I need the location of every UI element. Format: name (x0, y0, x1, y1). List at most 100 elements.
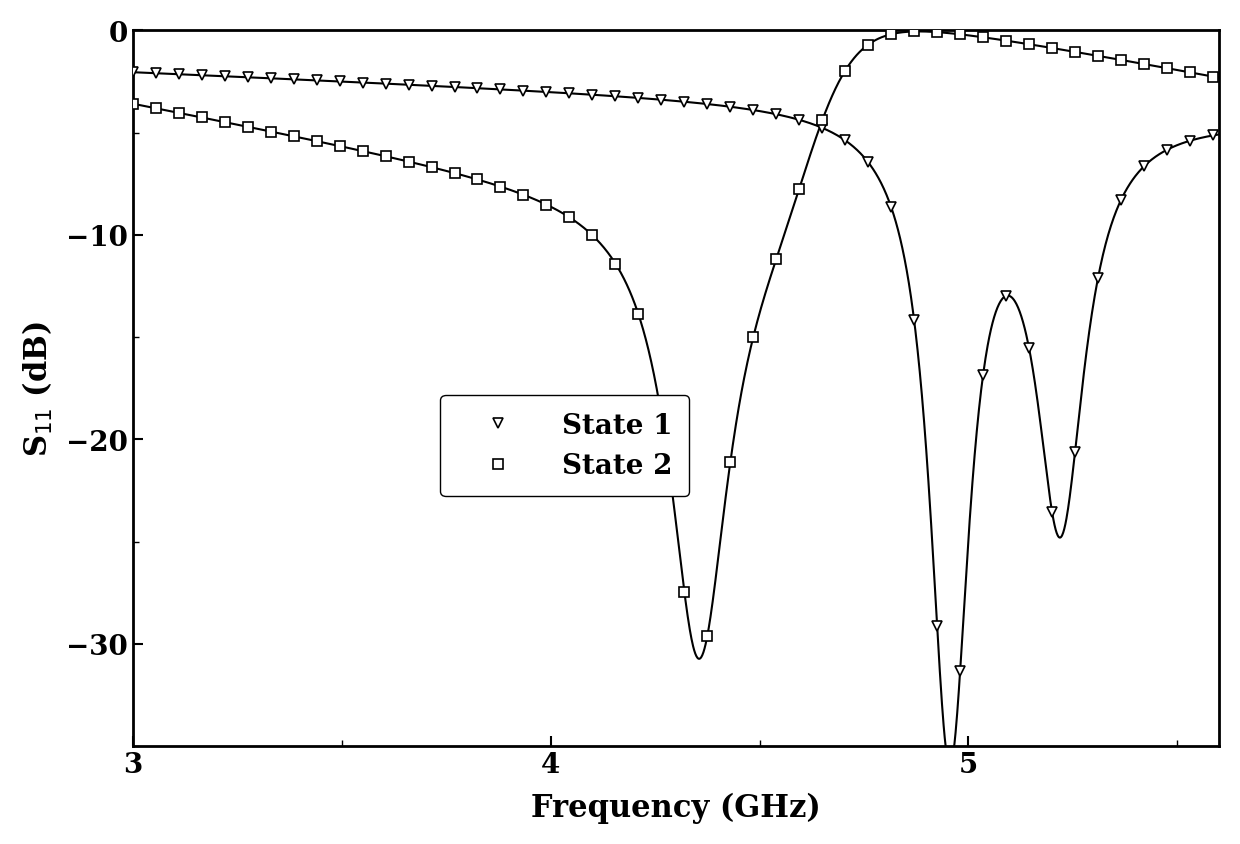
State 1 (309, 76, 324, 86)
State 2 (631, 310, 646, 320)
State 2 (1159, 64, 1174, 74)
State 2 (470, 176, 485, 186)
State 1 (562, 89, 577, 100)
Legend: State 1, State 2: State 1, State 2 (440, 396, 689, 496)
State 1 (884, 203, 899, 213)
State 2 (906, 27, 921, 37)
State 1 (745, 106, 760, 116)
State 1 (930, 621, 945, 631)
State 2 (745, 333, 760, 343)
State 2 (1137, 60, 1152, 70)
State 2 (378, 152, 393, 162)
State 2 (861, 41, 875, 51)
State 2 (792, 184, 807, 194)
State 2 (699, 631, 714, 641)
State 2 (838, 67, 853, 77)
State 2 (332, 142, 347, 152)
State 1 (723, 103, 738, 113)
State 1 (424, 82, 439, 92)
State 2 (401, 157, 415, 167)
State 2 (149, 104, 164, 114)
State 1 (470, 84, 485, 95)
State 2 (241, 122, 255, 133)
State 1 (171, 70, 186, 80)
State 2 (309, 137, 324, 147)
State 1 (608, 92, 622, 102)
State 1 (263, 74, 278, 84)
State 2 (815, 116, 830, 127)
State 2 (217, 118, 232, 128)
State 2 (494, 182, 508, 192)
State 2 (677, 587, 692, 597)
State 2 (286, 132, 301, 142)
State 1 (378, 79, 393, 89)
State 1 (677, 98, 692, 108)
State 1 (1044, 507, 1059, 517)
State 2 (585, 231, 600, 241)
State 1 (585, 90, 600, 100)
State 2 (263, 127, 278, 138)
State 2 (1183, 68, 1198, 78)
State 1 (1183, 137, 1198, 147)
State 2 (125, 100, 140, 110)
State 1 (1090, 273, 1105, 284)
State 1 (792, 116, 807, 126)
State 1 (539, 88, 554, 98)
State 2 (1205, 73, 1220, 83)
State 1 (699, 100, 714, 110)
State 1 (815, 123, 830, 133)
State 2 (769, 255, 784, 265)
State 1 (217, 72, 232, 82)
State 1 (241, 73, 255, 84)
State 1 (998, 291, 1013, 301)
State 2 (998, 36, 1013, 46)
State 2 (424, 163, 439, 173)
State 1 (1022, 344, 1037, 354)
State 1 (976, 371, 991, 381)
State 1 (1114, 196, 1128, 206)
State 1 (448, 83, 463, 93)
State 2 (884, 30, 899, 41)
State 1 (401, 80, 415, 90)
State 2 (539, 200, 554, 210)
State 1 (1137, 162, 1152, 172)
State 1 (1068, 447, 1083, 457)
State 2 (355, 147, 370, 157)
State 2 (171, 109, 186, 119)
State 1 (149, 69, 164, 79)
State 1 (952, 667, 967, 677)
Line: State 2: State 2 (128, 28, 1218, 641)
State 2 (608, 259, 622, 269)
State 2 (653, 411, 668, 421)
State 1 (1205, 131, 1220, 141)
State 1 (332, 78, 347, 88)
State 1 (355, 78, 370, 89)
State 2 (195, 113, 210, 123)
State 2 (976, 33, 991, 43)
State 1 (516, 86, 531, 96)
State 1 (494, 85, 508, 95)
State 1 (195, 71, 210, 81)
State 1 (861, 158, 875, 168)
State 1 (769, 110, 784, 120)
State 2 (723, 457, 738, 468)
State 2 (1114, 56, 1128, 66)
State 1 (631, 94, 646, 104)
State 2 (930, 28, 945, 38)
State 1 (653, 95, 668, 106)
State 2 (952, 30, 967, 41)
State 2 (448, 169, 463, 179)
State 1 (906, 316, 921, 326)
State 2 (516, 191, 531, 201)
State 2 (1022, 41, 1037, 51)
State 2 (562, 213, 577, 223)
X-axis label: Frequency (GHz): Frequency (GHz) (531, 792, 821, 823)
State 2 (1044, 44, 1059, 54)
State 1 (1159, 145, 1174, 155)
State 2 (1068, 48, 1083, 58)
State 1 (838, 136, 853, 146)
State 1 (286, 75, 301, 85)
State 1 (125, 68, 140, 78)
Y-axis label: S$_{11}$ (dB): S$_{11}$ (dB) (21, 321, 55, 457)
State 2 (1090, 51, 1105, 62)
